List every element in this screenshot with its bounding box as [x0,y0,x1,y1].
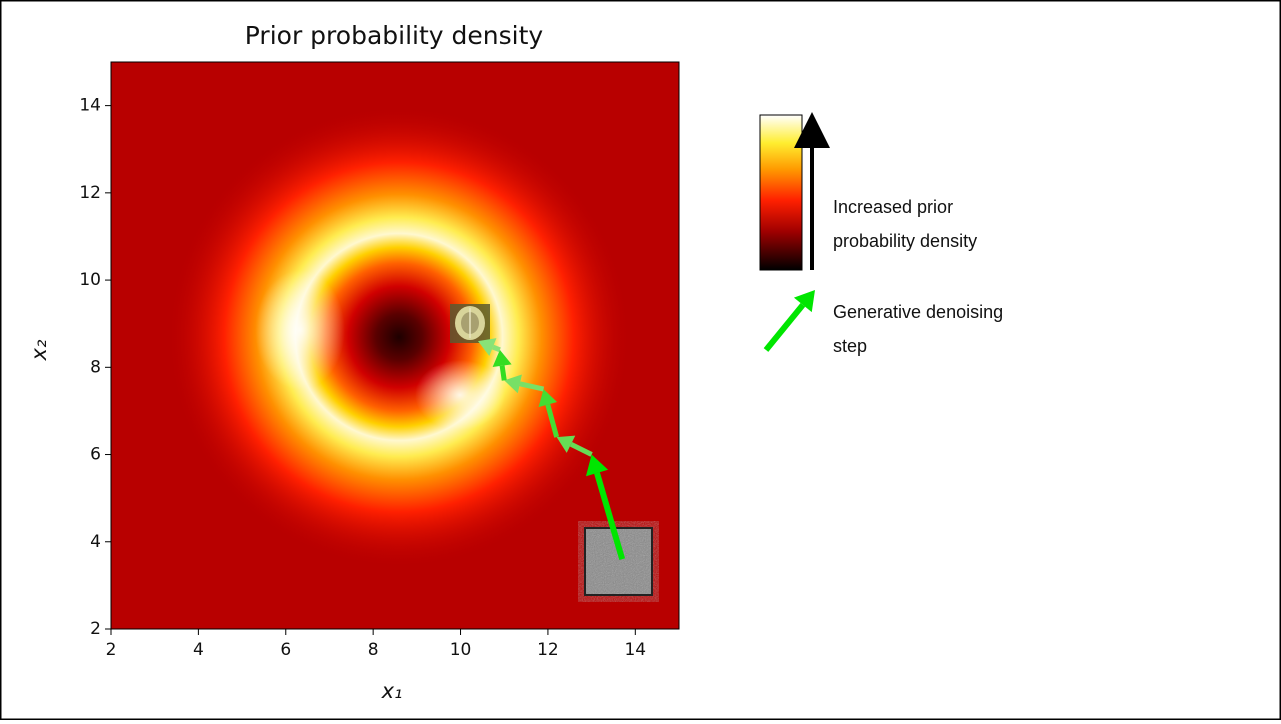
y-tick-label: 12 [79,183,101,203]
chart-title: Prior probability density [245,21,544,50]
step-arrow [478,338,501,356]
colorbar [759,114,803,271]
arrow-head [478,338,497,356]
x-tick-label: 14 [624,640,646,660]
step-arrow [492,349,512,381]
y-tick-label: 14 [79,96,101,116]
legend-text: probability density [833,231,977,251]
x-tick-label: 2 [106,640,117,660]
density-arrow-head [794,112,830,148]
clean-image [450,304,490,343]
y-axis-label: x₂ [27,339,51,361]
step-arrow [763,290,815,352]
legend-text: Increased prior [833,197,953,217]
x-tick-label: 12 [537,640,559,660]
arrow-shaft [545,403,560,438]
step-arrow [538,389,560,438]
arrow-head [793,290,815,313]
arrow-shaft [763,302,806,352]
legend-text: step [833,336,867,356]
y-tick-label: 8 [90,357,101,377]
arrow-shaft [491,344,501,353]
x-tick-label: 10 [450,640,472,660]
legend-step-arrow [763,290,815,352]
x-tick-label: 6 [280,640,291,660]
arrow-shaft [594,472,626,561]
y-tick-label: 6 [90,445,101,465]
y-tick-label: 10 [79,270,101,290]
plot-border [110,61,680,630]
x-axis-label: x₁ [381,679,403,703]
arrow-head [585,454,609,477]
x-tick-label: 4 [193,640,204,660]
arrow-shaft [519,381,545,392]
x-tick-label: 8 [368,640,379,660]
y-tick-label: 4 [90,532,101,552]
legend-text: Generative denoising [833,302,1003,322]
arrow-shaft [499,365,507,381]
y-tick-label: 2 [90,619,101,639]
arrow-head [556,435,576,453]
arrow-shaft [569,442,593,457]
arrow-head [538,389,558,408]
step-arrow [556,435,593,457]
arrow-head [504,374,522,394]
step-arrow [504,374,545,394]
arrow-head [492,349,512,368]
step-arrow [585,454,626,561]
